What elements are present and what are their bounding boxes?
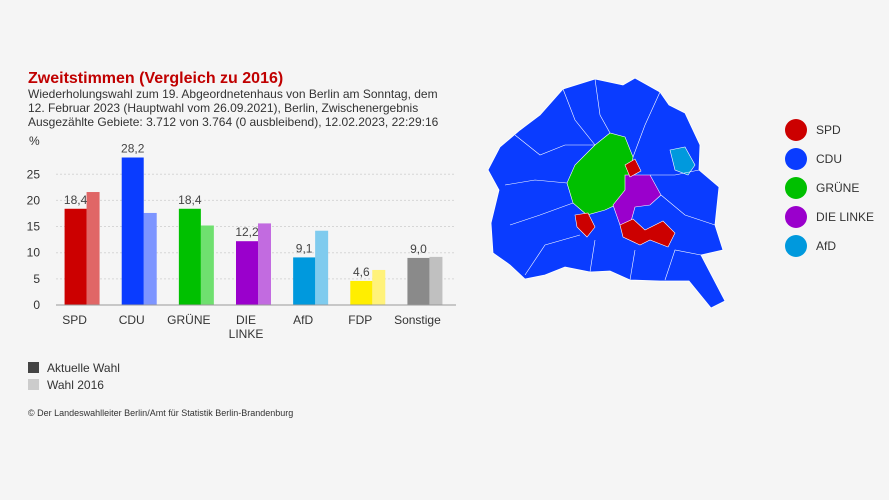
bar-previous <box>143 212 157 305</box>
x-tick-label: GRÜNE <box>167 313 210 327</box>
bar-current <box>64 208 87 305</box>
x-tick-label: AfD <box>293 313 313 327</box>
map-legend-label: AfD <box>816 238 837 253</box>
bar-current <box>350 280 373 305</box>
map-legend-dot <box>785 176 807 199</box>
bar-current <box>407 257 430 305</box>
map-spd <box>624 158 642 178</box>
map-legend-item: AfD <box>785 231 874 260</box>
x-tick-label: DIE <box>236 313 256 327</box>
legend-label: Aktuelle Wahl <box>47 360 120 375</box>
map-linke <box>612 174 662 226</box>
map-legend-item: GRÜNE <box>785 173 874 202</box>
map-legend-label: SPD <box>816 122 841 137</box>
data-label: 12,2 <box>235 225 259 239</box>
map-spd <box>574 212 596 238</box>
subtitle-line: Ausgezählte Gebiete: 3.712 von 3.764 (0 … <box>28 115 439 129</box>
y-tick-label: 20 <box>27 193 41 207</box>
y-axis-label: % <box>29 134 40 148</box>
data-label: 18,4 <box>178 193 202 207</box>
legend-item-current: Aktuelle Wahl <box>28 359 120 376</box>
x-tick-label: FDP <box>348 313 372 327</box>
y-tick-label: 25 <box>27 167 41 181</box>
map-legend: SPD CDU GRÜNE DIE LINKE AfD <box>785 115 874 260</box>
x-tick-label: CDU <box>119 313 145 327</box>
legend-swatch <box>28 362 39 373</box>
district-borders <box>504 78 716 281</box>
data-label: 4,6 <box>353 265 370 279</box>
map-legend-label: DIE LINKE <box>816 209 875 224</box>
bar-previous <box>86 192 100 305</box>
y-tick-label: 0 <box>33 298 40 312</box>
chart-legend: Aktuelle Wahl Wahl 2016 <box>28 359 120 393</box>
legend-label: Wahl 2016 <box>47 377 104 392</box>
bar-previous <box>200 225 214 305</box>
map-legend-dot <box>785 205 807 228</box>
y-tick-label: 5 <box>33 272 40 286</box>
chart-title: Zweitstimmen (Vergleich zu 2016) <box>28 70 284 87</box>
bar-current <box>293 257 316 305</box>
subtitle-line: 12. Februar 2023 (Hauptwahl vom 26.09.20… <box>28 101 419 115</box>
berlin-map <box>487 77 725 309</box>
map-green <box>566 132 634 216</box>
bar-current <box>178 208 201 305</box>
bar-previous <box>315 230 329 305</box>
map-spd <box>619 218 676 248</box>
map-legend-item: SPD <box>785 115 874 144</box>
bar-previous <box>372 269 386 305</box>
map-legend-dot <box>785 118 807 141</box>
map-legend-label: CDU <box>816 151 842 166</box>
source-note: © Der Landeswahlleiter Berlin/Amt für St… <box>28 408 294 418</box>
map-afd <box>669 146 696 176</box>
data-label: 9,1 <box>296 241 313 255</box>
x-tick-label: SPD <box>62 313 87 327</box>
map-legend-label: GRÜNE <box>816 180 860 195</box>
data-label: 28,2 <box>121 142 145 156</box>
y-tick-label: 10 <box>27 246 41 260</box>
map-legend-item: CDU <box>785 144 874 173</box>
chart-subtitle: Wiederholungswahl zum 19. Abgeordnetenha… <box>28 87 448 129</box>
bar-current <box>121 157 144 305</box>
data-label: 18,4 <box>64 193 88 207</box>
legend-item-previous: Wahl 2016 <box>28 376 120 393</box>
map-legend-dot <box>785 234 807 257</box>
bar-previous <box>429 256 443 305</box>
map-legend-item: DIE LINKE <box>785 202 874 231</box>
bar-current <box>236 241 258 305</box>
legend-swatch <box>28 379 39 390</box>
map-legend-dot <box>785 147 807 170</box>
bar-previous <box>258 223 271 305</box>
y-tick-label: 15 <box>27 220 41 234</box>
data-label: 9,0 <box>410 242 427 256</box>
subtitle-line: Wiederholungswahl zum 19. Abgeordnetenha… <box>28 87 438 101</box>
bar-chart: % 0 5 10 15 20 25 18,4 SPD 28,2 CDU 18,4 GRÜNE 12,2 DI… <box>27 134 456 341</box>
x-tick-label: LINKE <box>229 327 264 341</box>
x-tick-label: Sonstige <box>394 313 441 327</box>
